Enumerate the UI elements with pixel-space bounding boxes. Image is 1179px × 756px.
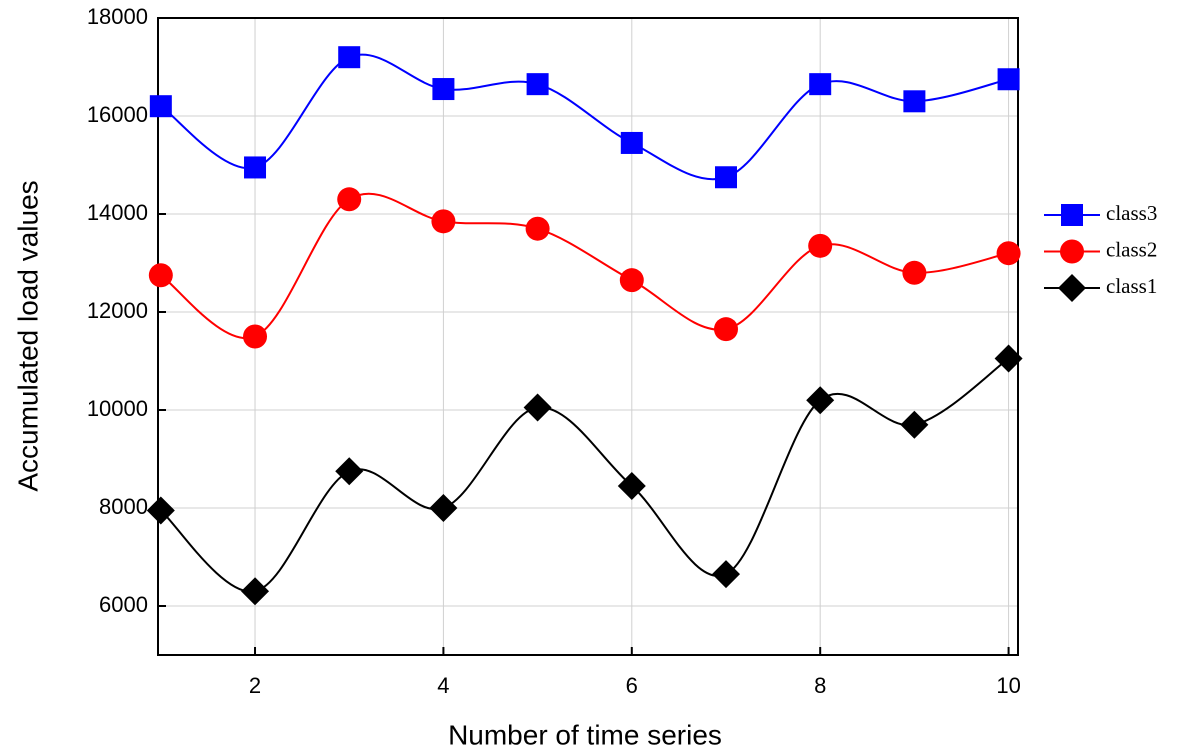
- data-point: [619, 268, 644, 293]
- x-tick-label: 2: [249, 673, 261, 698]
- data-point: [808, 233, 833, 258]
- legend-label: class1: [1106, 274, 1157, 298]
- data-point: [711, 560, 740, 589]
- x-tick-label: 8: [814, 673, 826, 698]
- data-point: [429, 494, 458, 522]
- data-point: [714, 166, 737, 189]
- data-point: [809, 73, 832, 96]
- data-point: [146, 496, 175, 525]
- legend-label: class3: [1106, 201, 1157, 225]
- data-point: [902, 260, 927, 285]
- legend-marker: [1061, 204, 1083, 226]
- data-point: [523, 393, 552, 422]
- legend-marker: [1058, 274, 1086, 302]
- x-tick-label: 6: [626, 673, 638, 698]
- legend-label: class2: [1106, 237, 1157, 261]
- plot-frame: [157, 17, 1019, 656]
- data-point: [900, 410, 929, 439]
- data-point: [335, 457, 364, 486]
- x-tick-label: 4: [437, 673, 449, 698]
- y-tick-label: 16000: [87, 102, 148, 127]
- data-point: [243, 324, 268, 349]
- legend-marker: [1060, 239, 1084, 264]
- data-point: [338, 46, 361, 69]
- data-point: [241, 577, 270, 606]
- data-point: [620, 131, 643, 154]
- y-tick-label: 10000: [87, 396, 148, 421]
- data-point: [244, 156, 267, 179]
- y-tick-label: 8000: [99, 494, 148, 519]
- data-point: [806, 386, 835, 415]
- data-point: [903, 90, 926, 113]
- y-tick-label: 14000: [87, 200, 148, 225]
- series-line: [160, 357, 1010, 593]
- data-point: [431, 209, 456, 234]
- data-point: [525, 216, 550, 241]
- series-line: [160, 53, 1009, 181]
- data-point: [149, 95, 172, 118]
- series-line: [160, 192, 1009, 340]
- y-tick-label: 18000: [87, 4, 148, 29]
- data-point: [432, 78, 455, 101]
- y-tick-label: 12000: [87, 298, 148, 323]
- data-point: [617, 471, 646, 500]
- data-point: [148, 263, 173, 288]
- x-axis-title: Number of time series: [448, 719, 722, 750]
- data-point: [337, 187, 362, 212]
- data-point: [997, 68, 1020, 91]
- x-tick-label: 10: [996, 673, 1020, 698]
- data-point: [996, 241, 1021, 266]
- data-point: [713, 317, 738, 342]
- y-axis-title: Accumulated load values: [12, 180, 43, 491]
- data-point: [994, 344, 1023, 373]
- y-tick-label: 6000: [99, 592, 148, 617]
- data-point: [526, 73, 549, 96]
